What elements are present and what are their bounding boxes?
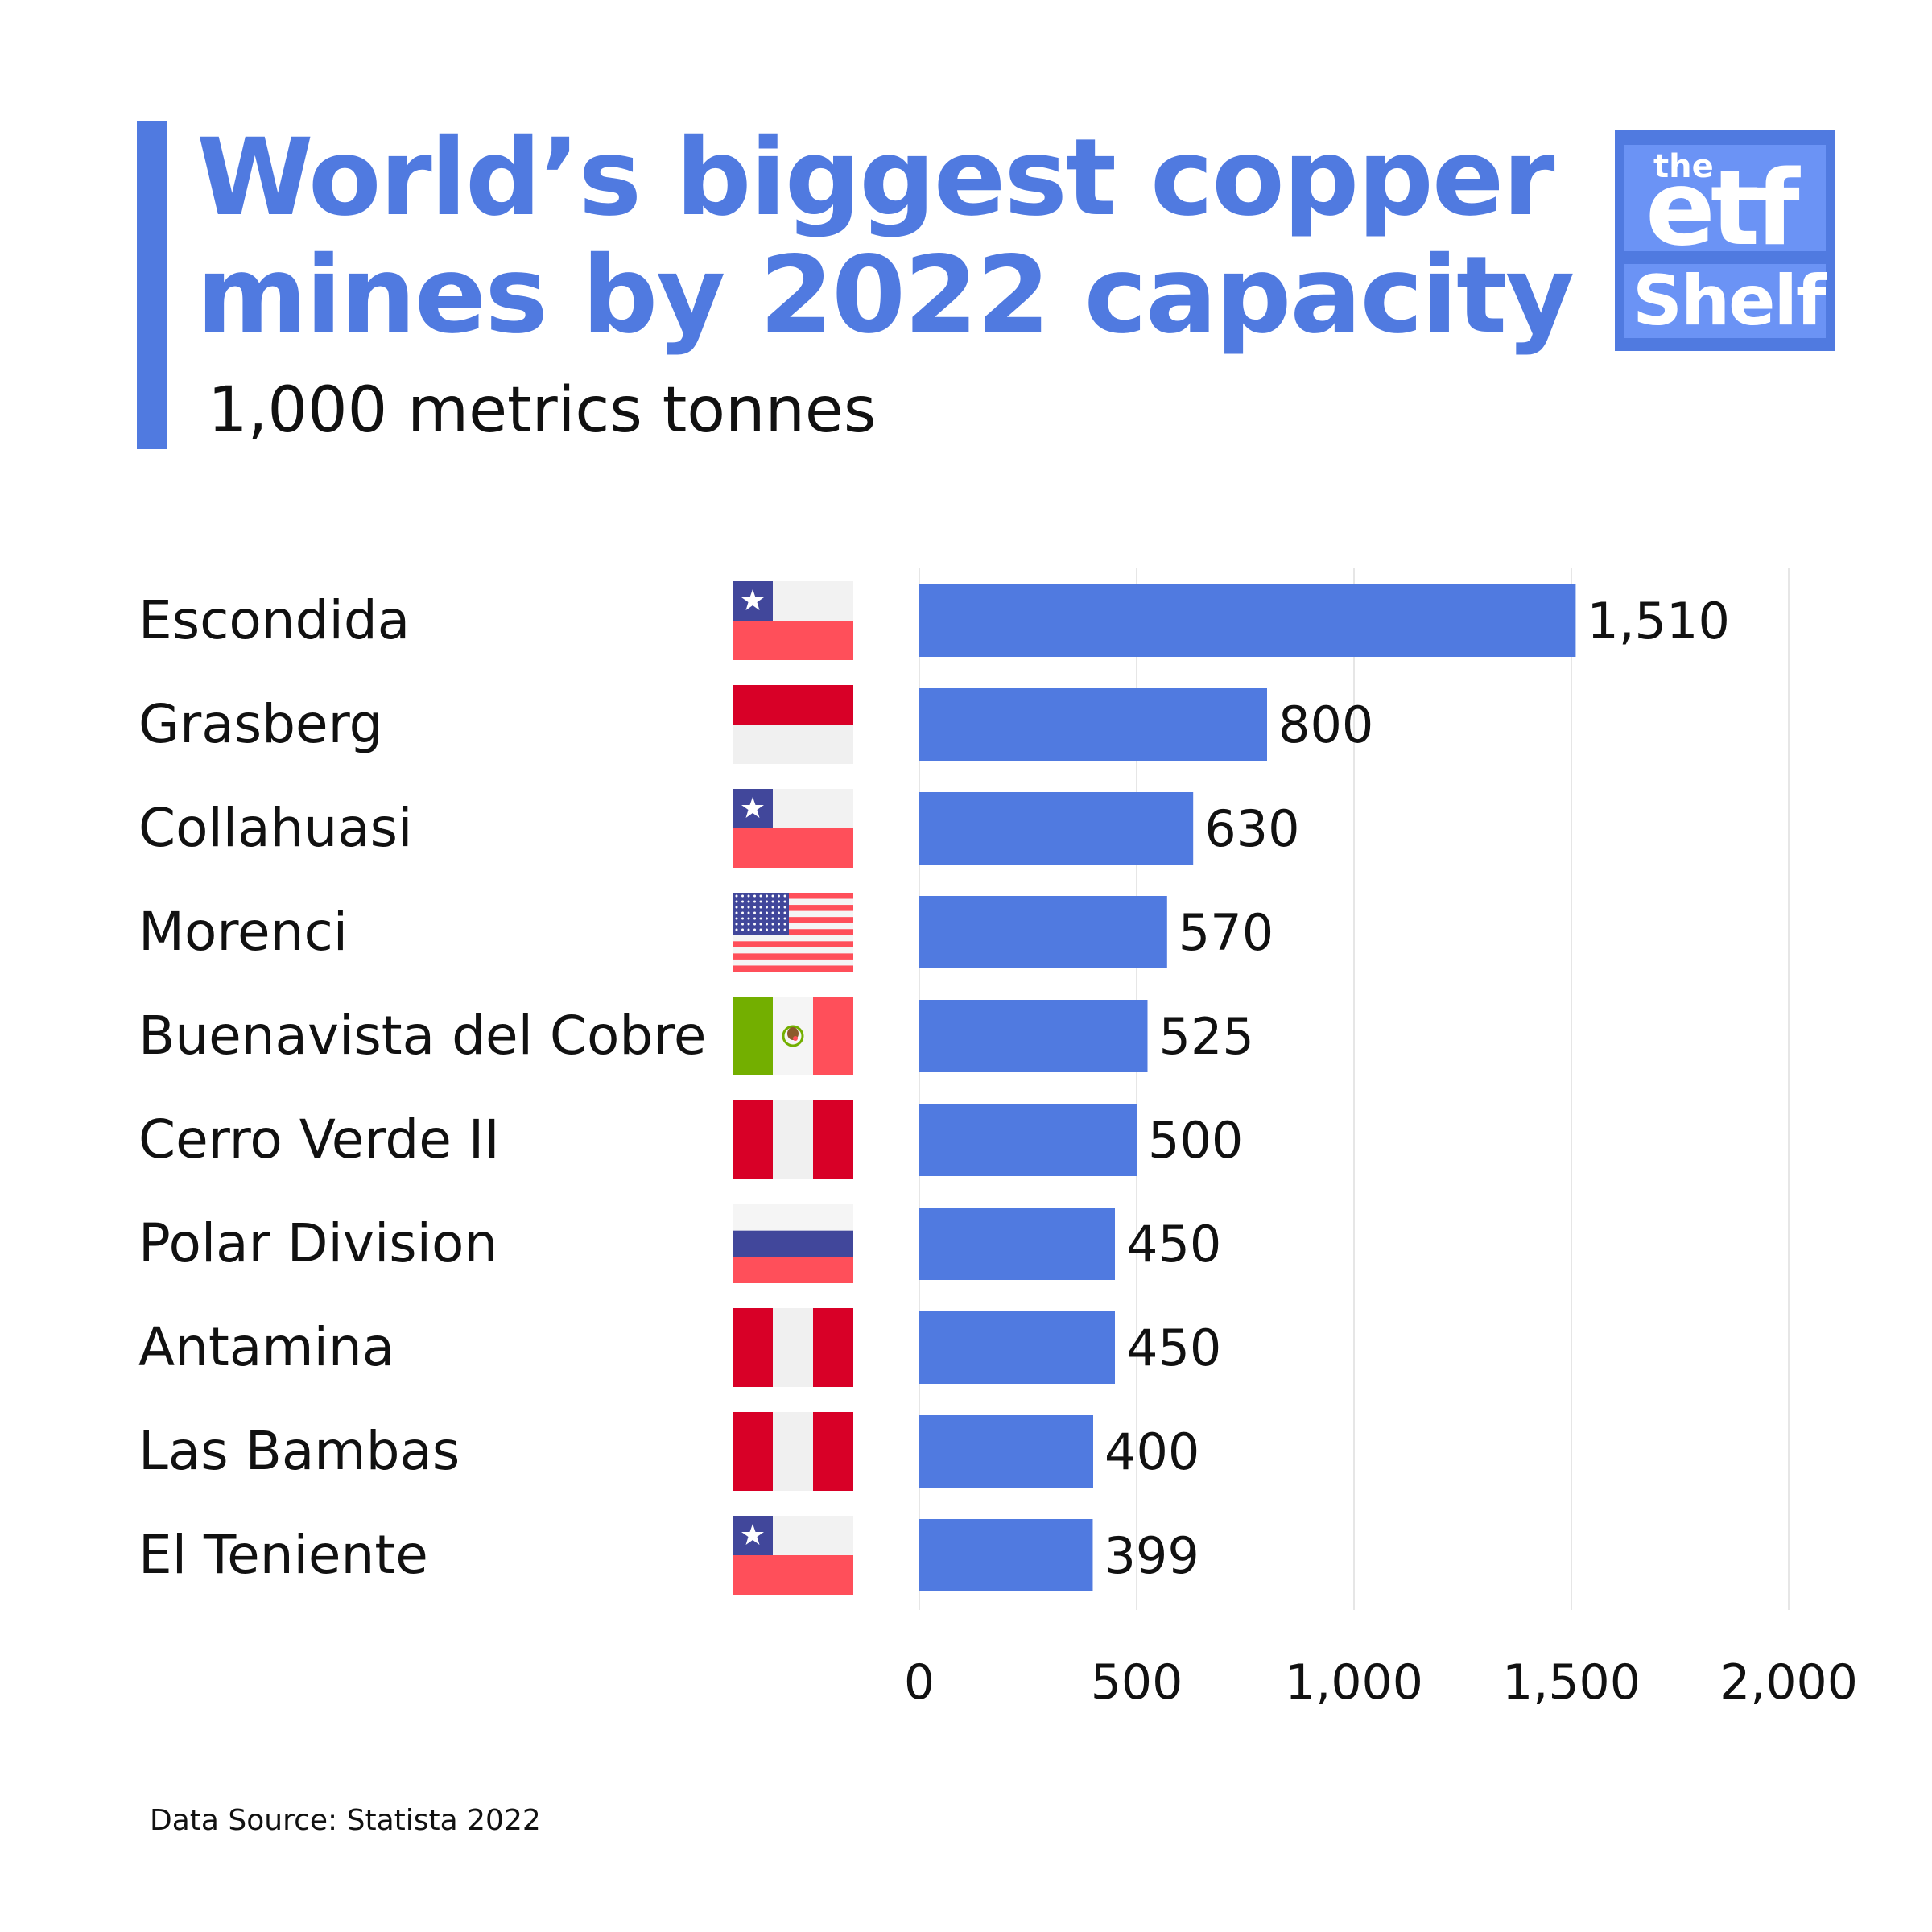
title-line-2: mines by 2022 capacity — [196, 233, 1575, 357]
chile-flag-icon — [733, 1516, 853, 1595]
mine-label: Buenavista del Cobre — [138, 1005, 707, 1067]
chile-flag-icon — [733, 789, 853, 868]
mine-label: Morenci — [138, 901, 349, 963]
bar — [919, 1104, 1137, 1176]
mine-label: Antamina — [138, 1316, 395, 1378]
x-tick-label: 1,500 — [1502, 1654, 1641, 1711]
bar-value-label: 399 — [1104, 1526, 1199, 1585]
etf-shelf-logo: etf the Shelf — [1615, 130, 1835, 351]
usa-flag-icon — [733, 893, 853, 972]
x-tick-label: 500 — [1091, 1654, 1183, 1711]
x-tick-label: 2,000 — [1719, 1654, 1858, 1711]
logo-shelf-text: Shelf — [1633, 261, 1826, 341]
bar-value-label: 450 — [1126, 1319, 1221, 1377]
bar-value-label: 570 — [1179, 903, 1274, 962]
page-title: World’s biggest copper mines by 2022 cap… — [196, 116, 1575, 357]
mine-label: Las Bambas — [138, 1420, 460, 1482]
bar — [919, 896, 1167, 968]
bar — [919, 584, 1576, 657]
bar-value-label: 525 — [1159, 1007, 1254, 1066]
bar-value-label: 500 — [1148, 1111, 1243, 1170]
mine-label: Polar Division — [138, 1212, 498, 1274]
mexico-flag-icon — [733, 997, 853, 1075]
bar — [919, 792, 1194, 865]
mine-label: Escondida — [138, 589, 411, 651]
bar-value-label: 800 — [1278, 696, 1373, 754]
bar — [919, 1519, 1093, 1591]
mine-label: Cerro Verde II — [138, 1108, 500, 1170]
bar-value-label: 400 — [1104, 1422, 1199, 1481]
peru-flag-icon — [733, 1100, 853, 1179]
bar — [919, 1208, 1115, 1280]
title-line-1: World’s biggest copper — [196, 116, 1554, 240]
x-tick-label: 1,000 — [1285, 1654, 1423, 1711]
mine-label: Grasberg — [138, 693, 383, 755]
bar — [919, 1415, 1093, 1488]
bar-value-label: 1,510 — [1587, 592, 1729, 650]
title-accent-bar — [137, 121, 167, 449]
mine-label: El Teniente — [138, 1524, 428, 1586]
bar — [919, 688, 1267, 761]
mine-label: Collahuasi — [138, 797, 413, 859]
logo-panel-top — [1624, 145, 1826, 251]
data-source-note: Data Source: Statista 2022 — [150, 1804, 541, 1837]
indonesia-flag-icon — [733, 685, 853, 764]
peru-flag-icon — [733, 1308, 853, 1387]
bar-value-label: 630 — [1204, 799, 1299, 858]
chart-subtitle: 1,000 metrics tonnes — [208, 374, 877, 447]
bar — [919, 1311, 1115, 1384]
logo-etf-text: etf — [1645, 149, 1800, 269]
bar — [919, 1000, 1148, 1072]
peru-flag-icon — [733, 1412, 853, 1491]
russia-flag-icon — [733, 1204, 853, 1283]
chile-flag-icon — [733, 581, 853, 660]
x-tick-label: 0 — [904, 1654, 935, 1711]
logo-the-text: the — [1653, 148, 1714, 185]
bar-value-label: 450 — [1126, 1215, 1221, 1274]
logo-panel-bottom — [1624, 264, 1826, 338]
